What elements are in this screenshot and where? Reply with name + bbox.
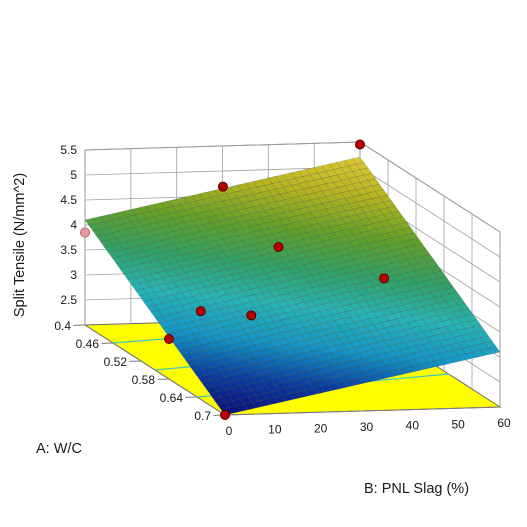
- x-tick-label: 0.52: [104, 355, 128, 369]
- data-point: [355, 140, 364, 149]
- y-tick-label: 20: [314, 421, 328, 435]
- x-tick-label: 0.46: [76, 337, 100, 351]
- y-tick-label: 60: [497, 416, 511, 430]
- z-tick-label: 5.5: [60, 143, 77, 157]
- data-point: [220, 410, 229, 419]
- x-tick-label: 0.58: [132, 373, 156, 387]
- data-point: [380, 274, 389, 283]
- z-tick-label: 2.5: [60, 293, 77, 307]
- z-tick-label: 3: [70, 268, 77, 282]
- data-point: [80, 228, 89, 237]
- x-tick-label: 0.7: [194, 409, 211, 423]
- x-tick-label: 0.4: [54, 319, 71, 333]
- y-tick-label: 40: [406, 419, 420, 433]
- data-point: [247, 311, 256, 320]
- z-axis-title: Split Tensile (N/mm^2): [12, 173, 28, 317]
- data-point: [164, 334, 173, 343]
- y-axis-title: B: PNL Slag (%): [364, 481, 469, 497]
- x-tick-label: 0.64: [160, 391, 184, 405]
- z-tick-label: 5: [70, 168, 77, 182]
- z-tick-label: 4: [70, 218, 77, 232]
- y-tick-label: 30: [360, 420, 374, 434]
- y-tick-label: 0: [226, 424, 233, 438]
- y-tick-label: 10: [268, 423, 282, 437]
- z-tick-label: 4.5: [60, 193, 77, 207]
- z-tick-label: 3.5: [60, 243, 77, 257]
- data-point: [218, 182, 227, 191]
- x-axis-title: A: W/C: [36, 441, 82, 457]
- y-tick-label: 50: [451, 417, 465, 431]
- data-point: [274, 242, 283, 251]
- data-point: [196, 307, 205, 316]
